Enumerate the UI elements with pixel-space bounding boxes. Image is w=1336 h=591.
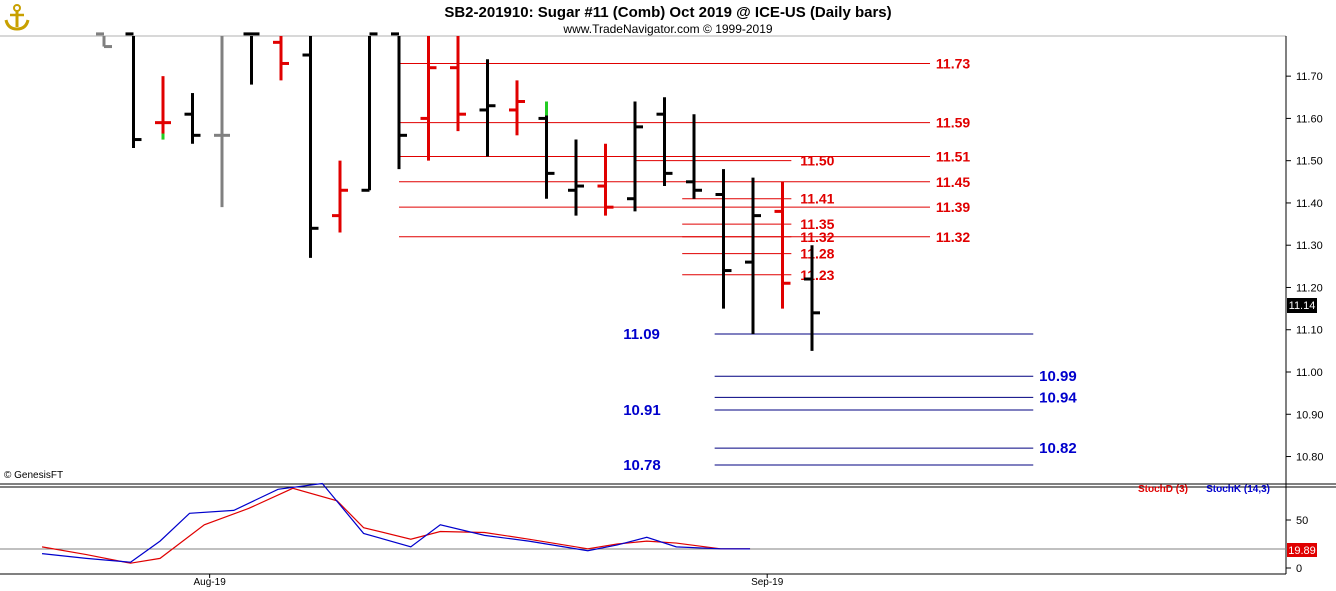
resistance-label: 11.35 <box>800 216 834 232</box>
price-tick-label: 11.00 <box>1296 367 1323 379</box>
resistance-label: 11.41 <box>800 191 834 207</box>
support-label: 11.09 <box>623 326 660 343</box>
ohlc-bar <box>420 36 437 161</box>
legend-stoch-d: StochD (3) <box>1138 484 1188 495</box>
anchor-logo-icon <box>4 4 30 31</box>
ohlc-bar <box>479 59 496 157</box>
price-tick-label: 11.70 <box>1296 71 1323 83</box>
copyright-label: © GenesisFT <box>4 470 63 481</box>
price-tick-label: 11.60 <box>1296 113 1323 125</box>
ohlc-bar <box>774 181 791 309</box>
support-label: 10.78 <box>623 457 661 474</box>
ohlc-bar <box>597 143 614 216</box>
resistance-label: 11.32 <box>800 229 834 245</box>
last-price-label: 11.14 <box>1289 300 1316 312</box>
resistance-label: 11.59 <box>936 115 970 131</box>
last-price-tag: 11.14 <box>1287 298 1317 313</box>
stochastic-panel <box>0 482 1286 564</box>
price-tick-label: 11.50 <box>1296 156 1323 168</box>
resistance-label: 11.45 <box>936 174 970 190</box>
ohlc-bar <box>538 101 555 199</box>
support-label: 10.99 <box>1039 368 1077 385</box>
resistance-label: 11.51 <box>936 148 970 164</box>
ohlc-bar <box>302 36 319 258</box>
stoch-tick-label: 50 <box>1296 515 1308 527</box>
price-tick-label: 11.30 <box>1296 240 1323 252</box>
ohlc-bar <box>361 32 378 192</box>
ohlc-bar <box>656 97 673 187</box>
price-tick-label: 11.20 <box>1296 282 1323 294</box>
resistance-label: 11.39 <box>936 199 970 215</box>
price-bars <box>96 32 820 351</box>
legend-stoch-k: StochK (14,3) <box>1206 484 1270 495</box>
ohlc-bar <box>155 76 171 140</box>
time-tick-label: Aug-19 <box>194 577 227 588</box>
stoch-tick-label: 0 <box>1296 563 1302 575</box>
ohlc-bar <box>627 101 643 212</box>
ohlc-bar <box>125 32 142 148</box>
ohlc-bar <box>332 160 348 233</box>
stoch-last-label: 19.89 <box>1288 545 1316 557</box>
support-label: 10.82 <box>1039 440 1077 457</box>
chart-title: SB2-201910: Sugar #11 (Comb) Oct 2019 @ … <box>444 4 891 21</box>
resistance-label: 11.50 <box>800 153 834 169</box>
ohlc-bar <box>509 80 525 136</box>
resistance-label: 11.32 <box>936 229 970 245</box>
price-panel <box>0 35 1336 575</box>
ohlc-bar <box>391 32 407 170</box>
stoch-last-tag: 19.89 <box>1287 543 1317 557</box>
ohlc-bar <box>214 36 230 208</box>
ohlc-bar <box>96 32 112 49</box>
resistance-label: 11.28 <box>800 246 834 262</box>
time-axis: Aug-19 Sep-19 <box>194 574 784 588</box>
ohlc-bar <box>745 177 761 334</box>
stoch-k-line <box>41 482 751 563</box>
price-tick-label: 10.90 <box>1296 409 1324 421</box>
time-tick-label: Sep-19 <box>751 577 784 588</box>
price-tick-label: 11.10 <box>1296 325 1323 337</box>
price-tick-label: 10.80 <box>1296 452 1324 464</box>
support-label: 10.91 <box>623 402 661 419</box>
ohlc-bar <box>804 245 820 351</box>
chart-subtitle: www.TradeNavigator.com © 1999-2019 <box>562 22 772 36</box>
ohlc-bar <box>273 36 289 81</box>
ohlc-bar <box>715 169 732 309</box>
ohlc-bar <box>568 139 584 216</box>
stochastic-axis: 50 0 <box>1286 515 1308 575</box>
ohlc-bar <box>184 93 201 144</box>
price-axis: 11.70 11.60 11.50 11.40 11.30 11.20 11.10 11.00… <box>1286 71 1324 464</box>
resistance-label: 11.73 <box>936 55 970 71</box>
ohlc-bar <box>243 32 260 85</box>
ohlc-bar <box>450 36 466 132</box>
ohlc-bar <box>686 114 702 199</box>
price-tick-label: 11.40 <box>1296 198 1323 210</box>
stoch-d-line <box>41 487 751 564</box>
support-label: 10.94 <box>1039 389 1077 406</box>
